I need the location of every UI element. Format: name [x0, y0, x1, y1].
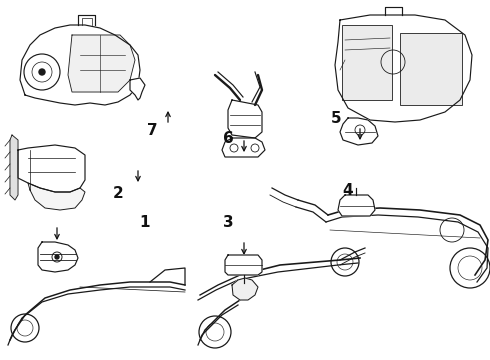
Polygon shape: [225, 255, 262, 275]
Polygon shape: [222, 138, 265, 157]
Text: 4: 4: [343, 183, 353, 198]
Bar: [400, 33, 462, 105]
Polygon shape: [20, 25, 140, 105]
Bar: [342, 25, 392, 100]
Polygon shape: [10, 135, 18, 200]
Polygon shape: [18, 145, 85, 192]
Text: 1: 1: [140, 215, 150, 230]
Polygon shape: [130, 78, 145, 100]
Text: 2: 2: [113, 185, 123, 201]
Polygon shape: [232, 278, 258, 300]
Polygon shape: [335, 15, 472, 122]
Polygon shape: [28, 183, 85, 210]
Polygon shape: [340, 118, 378, 145]
Polygon shape: [228, 100, 262, 138]
Text: 5: 5: [331, 111, 342, 126]
Text: 6: 6: [222, 131, 233, 145]
Text: 3: 3: [222, 215, 233, 230]
Polygon shape: [338, 195, 375, 216]
Circle shape: [39, 69, 45, 75]
Text: 7: 7: [147, 122, 157, 138]
Circle shape: [55, 255, 59, 259]
Polygon shape: [68, 35, 135, 92]
Polygon shape: [38, 242, 78, 272]
